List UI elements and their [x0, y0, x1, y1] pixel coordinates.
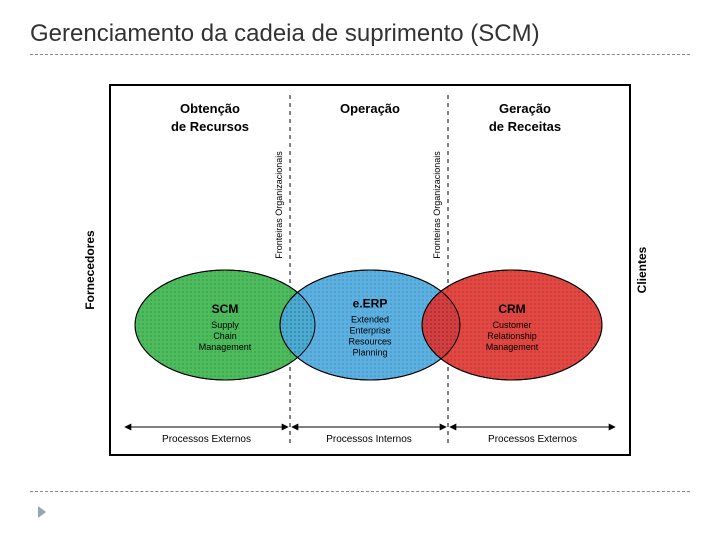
svg-text:Planning: Planning	[352, 348, 387, 358]
svg-text:Relationship: Relationship	[487, 331, 537, 341]
slide-marker-icon	[38, 506, 46, 518]
svg-text:Geração: Geração	[499, 101, 551, 116]
svg-text:de Receitas: de Receitas	[489, 119, 561, 134]
scm-diagram: Fornecedores Clientes Fronteiras Organizac…	[70, 75, 650, 475]
label-fronteiras: Fronteiras Organizacionais	[432, 151, 442, 259]
svg-text:Obtenção: Obtenção	[180, 101, 240, 116]
label-fronteiras: Fronteiras Organizacionais	[274, 151, 284, 259]
bottom-underline	[30, 491, 690, 492]
svg-text:Supply: Supply	[211, 320, 239, 330]
svg-text:Operação: Operação	[340, 101, 400, 116]
svg-text:Enterprise: Enterprise	[349, 326, 390, 336]
svg-text:SCM: SCM	[212, 302, 239, 316]
svg-text:e.ERP: e.ERP	[353, 297, 388, 311]
svg-text:Extended: Extended	[351, 315, 389, 325]
page-title: Gerenciamento da cadeia de suprimento (S…	[30, 20, 690, 48]
diagram-svg: Fornecedores Clientes Fronteiras Organizac…	[70, 75, 650, 475]
svg-text:CRM: CRM	[498, 302, 525, 316]
svg-text:Management: Management	[199, 342, 252, 352]
svg-text:Processos Externos: Processos Externos	[488, 434, 577, 445]
label-clientes: Clientes	[635, 246, 649, 293]
title-underline	[30, 54, 690, 55]
svg-text:de Recursos: de Recursos	[171, 119, 249, 134]
svg-text:Resources: Resources	[348, 337, 392, 347]
slide: Gerenciamento da cadeia de suprimento (S…	[0, 0, 720, 540]
svg-text:Chain: Chain	[213, 331, 237, 341]
svg-text:Processos Internos: Processos Internos	[326, 434, 412, 445]
svg-text:Processos Externos: Processos Externos	[162, 434, 251, 445]
svg-text:Management: Management	[486, 342, 539, 352]
label-fornecedores: Fornecedores	[83, 230, 97, 310]
svg-text:Customer: Customer	[492, 320, 531, 330]
